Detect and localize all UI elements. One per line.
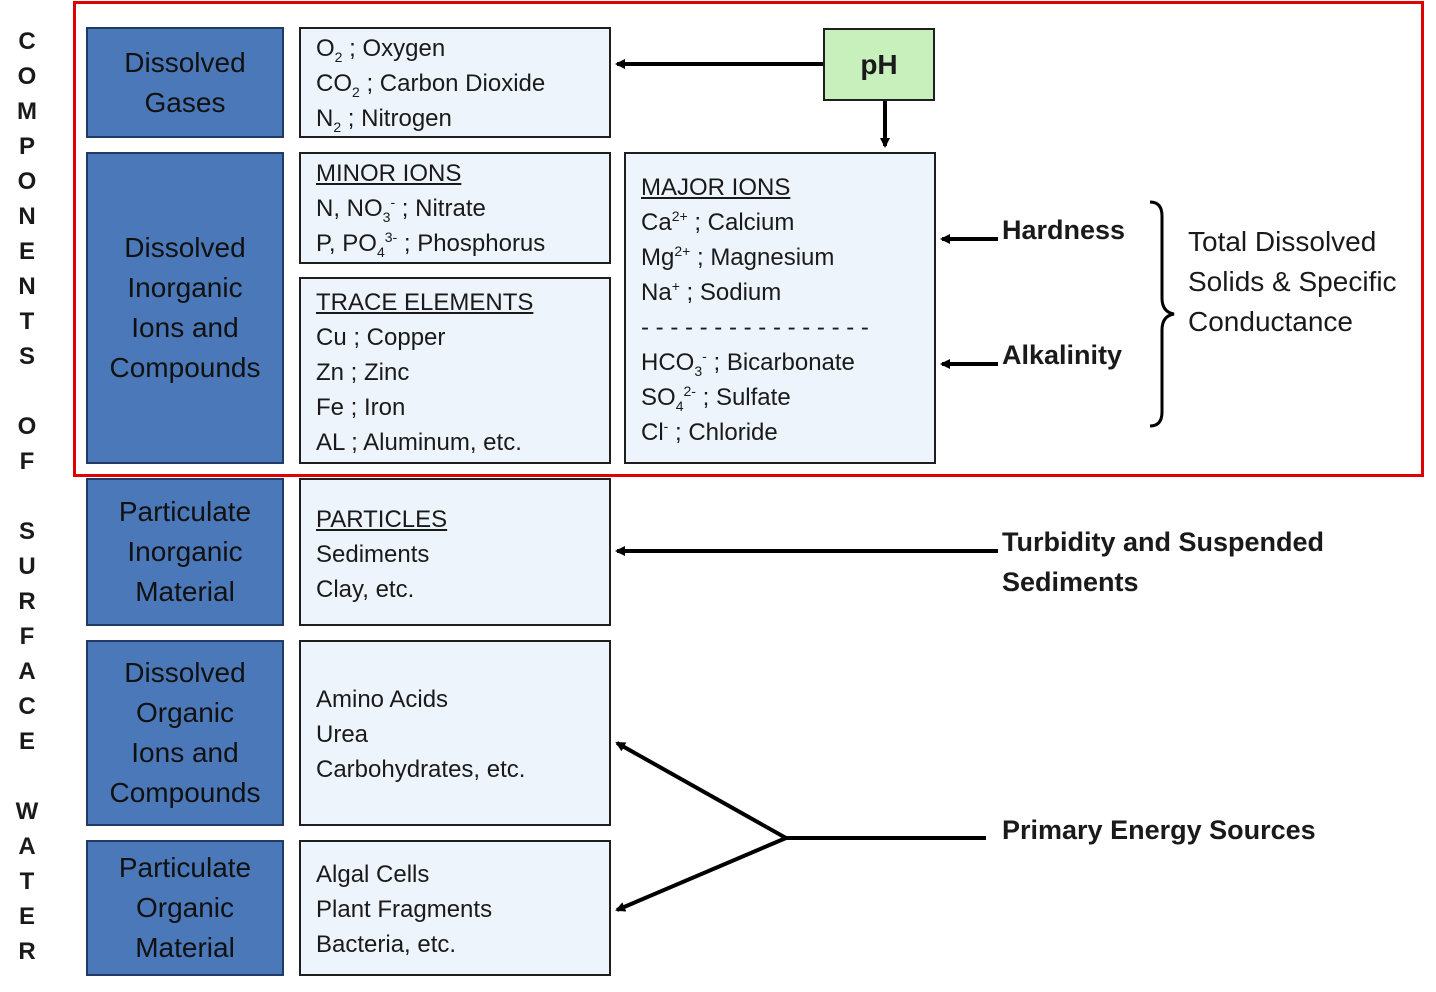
side-title-letter: N xyxy=(18,203,36,230)
category-particulate-organic: Particulate Organic Material xyxy=(86,840,284,976)
side-title-letter: M xyxy=(17,98,37,125)
side-title-letter: O xyxy=(17,168,37,195)
side-title-letter: C xyxy=(18,28,36,55)
side-title-letter: F xyxy=(19,448,35,475)
ion-bicarbonate: HCO3- ; Bicarbonate xyxy=(641,348,855,379)
category-dissolved-gases: Dissolved Gases xyxy=(86,27,284,138)
category-label: Ions and xyxy=(131,737,239,768)
energy-arrow-particulate xyxy=(615,836,787,912)
trace-element: Cu ; Copper xyxy=(316,324,446,351)
particle-item: Sediments xyxy=(316,541,430,568)
ion-chloride: Cl- ; Chloride xyxy=(641,418,778,446)
gases-box: O2 ; Oxygen CO2 ; Carbon Dioxide N2 ; Ni… xyxy=(299,27,611,138)
organic-item: Plant Fragments xyxy=(316,896,493,923)
ion-calcium: Ca2+ ; Calcium xyxy=(641,208,795,236)
side-title-letter: A xyxy=(18,658,36,685)
ion-sodium: Na+ ; Sodium xyxy=(641,278,782,306)
side-title-letter: C xyxy=(18,693,36,720)
category-label: Organic xyxy=(135,697,235,728)
category-label: Inorganic xyxy=(127,272,243,303)
category-label: Particulate xyxy=(118,852,252,883)
side-title-letter: U xyxy=(18,553,36,580)
side-title-letter: O xyxy=(17,413,37,440)
side-title-letter: R xyxy=(18,938,36,965)
category-particulate-inorganic: Particulate Inorganic Material xyxy=(86,478,284,626)
category-label: Ions and xyxy=(131,312,239,343)
side-title-letter: T xyxy=(19,308,35,335)
category-label: Particulate xyxy=(118,496,252,527)
tds-label-line: Total Dissolved xyxy=(1188,226,1377,257)
organic-item: Algal Cells xyxy=(316,861,430,888)
category-label: Dissolved xyxy=(124,46,246,78)
trace-element: Fe ; Iron xyxy=(316,394,406,421)
side-title-letter: E xyxy=(18,728,35,755)
ion-magnesium: Mg2+ ; Magnesium xyxy=(641,243,835,271)
tds-label-line: Solids & Specific xyxy=(1188,266,1397,297)
particles-heading: PARTICLES xyxy=(316,506,448,533)
highlight-frame xyxy=(73,1,1424,477)
category-label: Compounds xyxy=(109,777,261,808)
energy-arrow-dissolved xyxy=(615,741,787,840)
category-label: Material xyxy=(135,932,235,963)
organic-item: Urea xyxy=(316,721,369,748)
side-title-letter: T xyxy=(19,868,35,895)
ph-label: pH xyxy=(860,48,898,80)
ion-divider: - - - - - - - - - - - - - - - - xyxy=(641,314,869,341)
minor-ions-heading: MINOR IONS xyxy=(316,160,462,187)
category-label: Dissolved xyxy=(124,657,246,688)
side-title-letter: R xyxy=(18,588,36,615)
hardness-label: Hardness xyxy=(1002,215,1126,245)
category-dissolved-organic: Dissolved Organic Ions and Compounds xyxy=(86,640,284,826)
dissolved-organic-box: Amino Acids Urea Carbohydrates, etc. xyxy=(299,640,611,826)
tds-label-line: Conductance xyxy=(1188,306,1354,337)
category-label: Dissolved xyxy=(124,232,246,263)
category-label: Inorganic xyxy=(127,536,243,567)
major-ions-box: MAJOR IONS Ca2+ ; Calcium Mg2+ ; Magnesi… xyxy=(624,152,936,464)
organic-item: Bacteria, etc. xyxy=(316,931,457,958)
ion-nitrate: N, NO3- ; Nitrate xyxy=(316,194,486,225)
category-label: Gases xyxy=(144,86,226,118)
gas-carbon-dioxide: CO2 ; Carbon Dioxide xyxy=(316,70,546,100)
turbidity-label-line: Turbidity and Suspended xyxy=(1002,527,1325,557)
trace-element: AL ; Aluminum, etc. xyxy=(316,429,522,456)
particles-box: PARTICLES Sediments Clay, etc. xyxy=(299,478,611,626)
gas-oxygen: O2 ; Oxygen xyxy=(316,35,446,65)
category-dissolved-inorganic: Dissolved Inorganic Ions and Compounds xyxy=(86,152,284,464)
energy-label: Primary Energy Sources xyxy=(1002,815,1316,845)
side-title-letter: P xyxy=(18,133,35,160)
side-title-letter: A xyxy=(18,833,36,860)
turbidity-label-line: Sediments xyxy=(1002,567,1139,597)
organic-item: Carbohydrates, etc. xyxy=(316,756,526,783)
gas-nitrogen: N2 ; Nitrogen xyxy=(316,105,452,135)
side-title-letter: E xyxy=(18,903,35,930)
ion-sulfate: SO42- ; Sulfate xyxy=(641,383,791,414)
side-title-letter: O xyxy=(17,63,37,90)
side-title-letter: S xyxy=(18,518,35,545)
side-title-letter: W xyxy=(15,798,39,825)
trace-elements-heading: TRACE ELEMENTS xyxy=(316,289,534,316)
ion-phosphorus: P, PO43- ; Phosphorus xyxy=(316,229,546,260)
particle-item: Clay, etc. xyxy=(316,576,415,603)
category-label: Material xyxy=(135,576,235,607)
category-label: Compounds xyxy=(109,352,261,383)
minor-ions-box: MINOR IONS N, NO3- ; Nitrate P, PO43- ; … xyxy=(299,152,611,264)
side-title-letter: E xyxy=(18,238,35,265)
major-ions-heading: MAJOR IONS xyxy=(641,174,791,201)
side-title-letter: S xyxy=(18,343,35,370)
side-title-letter: N xyxy=(18,273,36,300)
side-title-letter: F xyxy=(19,623,35,650)
trace-elements-box: TRACE ELEMENTS Cu ; Copper Zn ; Zinc Fe … xyxy=(299,277,611,464)
trace-element: Zn ; Zinc xyxy=(316,359,410,386)
ph-box: pH xyxy=(823,28,935,101)
alkalinity-label: Alkalinity xyxy=(1002,340,1123,370)
particulate-organic-box: Algal Cells Plant Fragments Bacteria, et… xyxy=(299,840,611,976)
organic-item: Amino Acids xyxy=(316,686,449,713)
category-label: Organic xyxy=(135,892,235,923)
